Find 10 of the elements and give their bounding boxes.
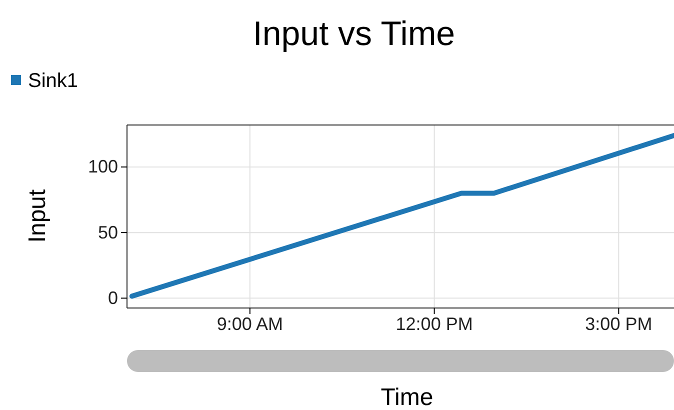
- x-tick-label: 9:00 AM: [216, 314, 283, 334]
- y-axis-title: Input: [24, 188, 51, 243]
- chart-title: Input vs Time: [252, 15, 456, 53]
- y-tick-label: 0: [108, 288, 118, 308]
- x-axis-title: Time: [380, 384, 434, 410]
- y-tick-label: 50: [98, 222, 118, 242]
- x-tick-label: 3:00 PM: [585, 314, 652, 334]
- x-tick-label: 12:00 PM: [396, 314, 473, 334]
- legend-label: Sink1: [28, 70, 78, 92]
- y-tick-label: 100: [88, 156, 118, 177]
